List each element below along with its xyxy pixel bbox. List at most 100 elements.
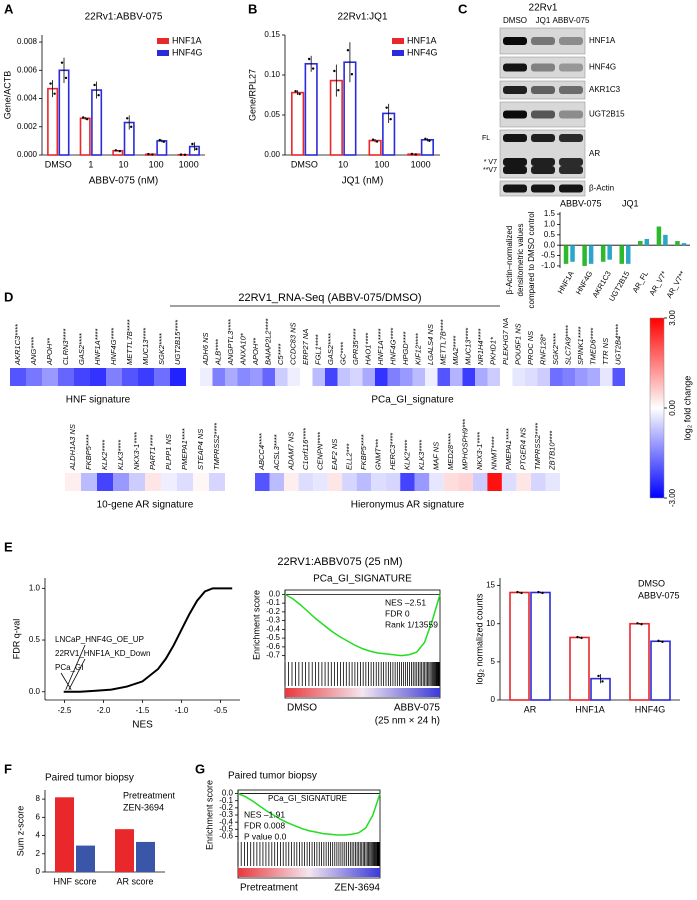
x-tick-label: 1000: [411, 159, 431, 169]
y-axis-label: Sum z-score: [15, 806, 25, 857]
gene-label: ERP27 NA: [301, 329, 310, 365]
y-tick-label: 2: [36, 849, 41, 858]
protein-label: AR: [589, 149, 600, 158]
bar: [582, 245, 587, 266]
bar: [644, 238, 650, 246]
y-tick-label: 0.006: [17, 65, 38, 74]
chart-title: 22RV1_RNA-Seq (ABBV-075/DMSO): [238, 292, 421, 304]
gene-label: SPINK1****: [576, 326, 585, 365]
blot-panel: [499, 56, 586, 79]
colorbar: [649, 317, 665, 499]
heat-cell: [327, 473, 343, 491]
heat-cell: [516, 473, 531, 491]
heat-cell: [269, 473, 285, 491]
bar: [638, 241, 643, 246]
gene-label: ALDH1A3 NS: [68, 424, 77, 471]
heat-cell: [42, 368, 58, 386]
heat-cell: [412, 368, 425, 386]
replicate-dot: [636, 622, 639, 625]
y-axis-label: Gene/RPL27: [247, 69, 257, 121]
heat-cell: [200, 368, 213, 386]
y-tick-label: 0.5: [29, 635, 41, 644]
bar: [656, 226, 662, 246]
lane-label: DMSO: [503, 16, 527, 25]
gene-label: HNF4G****: [109, 327, 118, 365]
gene-label: TTR NS: [601, 338, 610, 365]
y-tick-label: 0.0: [29, 687, 41, 696]
chart-title: 22Rv1:JQ1: [337, 12, 387, 23]
heat-cell: [122, 368, 138, 386]
y-tick-label: 0: [36, 867, 41, 876]
heat-cell: [575, 368, 588, 386]
gene-label: PTGER4 NS: [519, 427, 528, 470]
chart-title: PCa_GI_SIGNATURE: [313, 574, 412, 585]
gene-label: PLPP1 NS: [164, 434, 173, 470]
blot-band: [559, 184, 583, 193]
heat-cell: [500, 368, 513, 386]
heat-cell: [414, 473, 430, 491]
y-tick-label: 0.05: [264, 110, 280, 119]
gene-label: HNF4G****: [389, 327, 398, 365]
lane-label: JQ1: [536, 16, 551, 25]
heat-cell: [356, 473, 372, 491]
legend-label: ABBV-075: [560, 198, 602, 208]
heat-cell: [262, 368, 275, 386]
replicate-dot: [162, 140, 166, 143]
gene-label: ANXA10*: [239, 332, 248, 366]
legend-label: DMSO: [638, 578, 665, 588]
panel-label: A: [4, 1, 14, 16]
colorbar-tick-label: 3.00: [668, 310, 677, 326]
blot-band: [503, 110, 527, 119]
legend-label: HNF4G: [172, 47, 203, 57]
chart-title: Paired tumor biopsy: [228, 771, 317, 782]
heat-cell: [545, 473, 560, 491]
replicate-dot: [97, 93, 100, 97]
heat-cell: [113, 473, 129, 491]
heat-cell: [501, 473, 517, 491]
heat-cell: [462, 368, 475, 386]
plot-border: [237, 789, 381, 879]
y-tick-label: 6: [36, 812, 41, 821]
x-axis-label: ABBV-075 (nM): [89, 176, 158, 187]
heat-cell: [26, 368, 42, 386]
gene-label: TMED6****: [589, 327, 598, 365]
blot-band: [503, 158, 527, 166]
x-tick-label: HNF1A: [575, 704, 605, 714]
blot-band: [559, 37, 583, 45]
protein-label: HNF4G: [589, 63, 616, 72]
legend-label: HNF1A: [407, 35, 437, 45]
replicate-dot: [114, 149, 117, 152]
x-tick-label: AR score: [116, 876, 153, 886]
replicate-dot: [53, 92, 56, 95]
gene-label: GAS2****: [326, 332, 335, 365]
gene-label: KLK2****: [402, 439, 411, 470]
y-tick-label: 0.0: [222, 789, 234, 798]
heat-cell: [250, 368, 263, 386]
gene-label: ABCC4****: [257, 432, 266, 471]
ar-mark: FL: [482, 135, 490, 142]
heat-cell: [425, 368, 438, 386]
bar: [675, 241, 680, 246]
x-axis-label: JQ1 (nM): [342, 176, 384, 187]
y-axis-label: Enrichment score: [251, 590, 261, 660]
replicate-dot: [49, 82, 52, 85]
replicate-dot: [516, 590, 519, 594]
protein-label: AKR1C3: [589, 85, 621, 94]
protein-label: HNF1A: [589, 36, 616, 45]
heat-cell: [58, 368, 74, 386]
heat-cell: [129, 473, 145, 491]
legend-label: JQ1: [622, 198, 639, 208]
signature-name: PCa_GI_SIGNATURE: [268, 794, 347, 803]
blot-band: [559, 134, 583, 142]
replicate-dot: [81, 116, 85, 119]
replicate-dot: [520, 591, 523, 595]
legend-label: ZEN-3694: [123, 802, 164, 812]
replicate-dot: [333, 69, 336, 73]
x-tick-label: -0.5: [214, 706, 228, 715]
gene-label: METTL7B****: [125, 318, 134, 365]
replicate-dot: [537, 590, 540, 594]
rank-right-label: ABBV-075: [394, 703, 441, 714]
bar: [663, 234, 668, 246]
replicate-dot: [179, 153, 183, 156]
